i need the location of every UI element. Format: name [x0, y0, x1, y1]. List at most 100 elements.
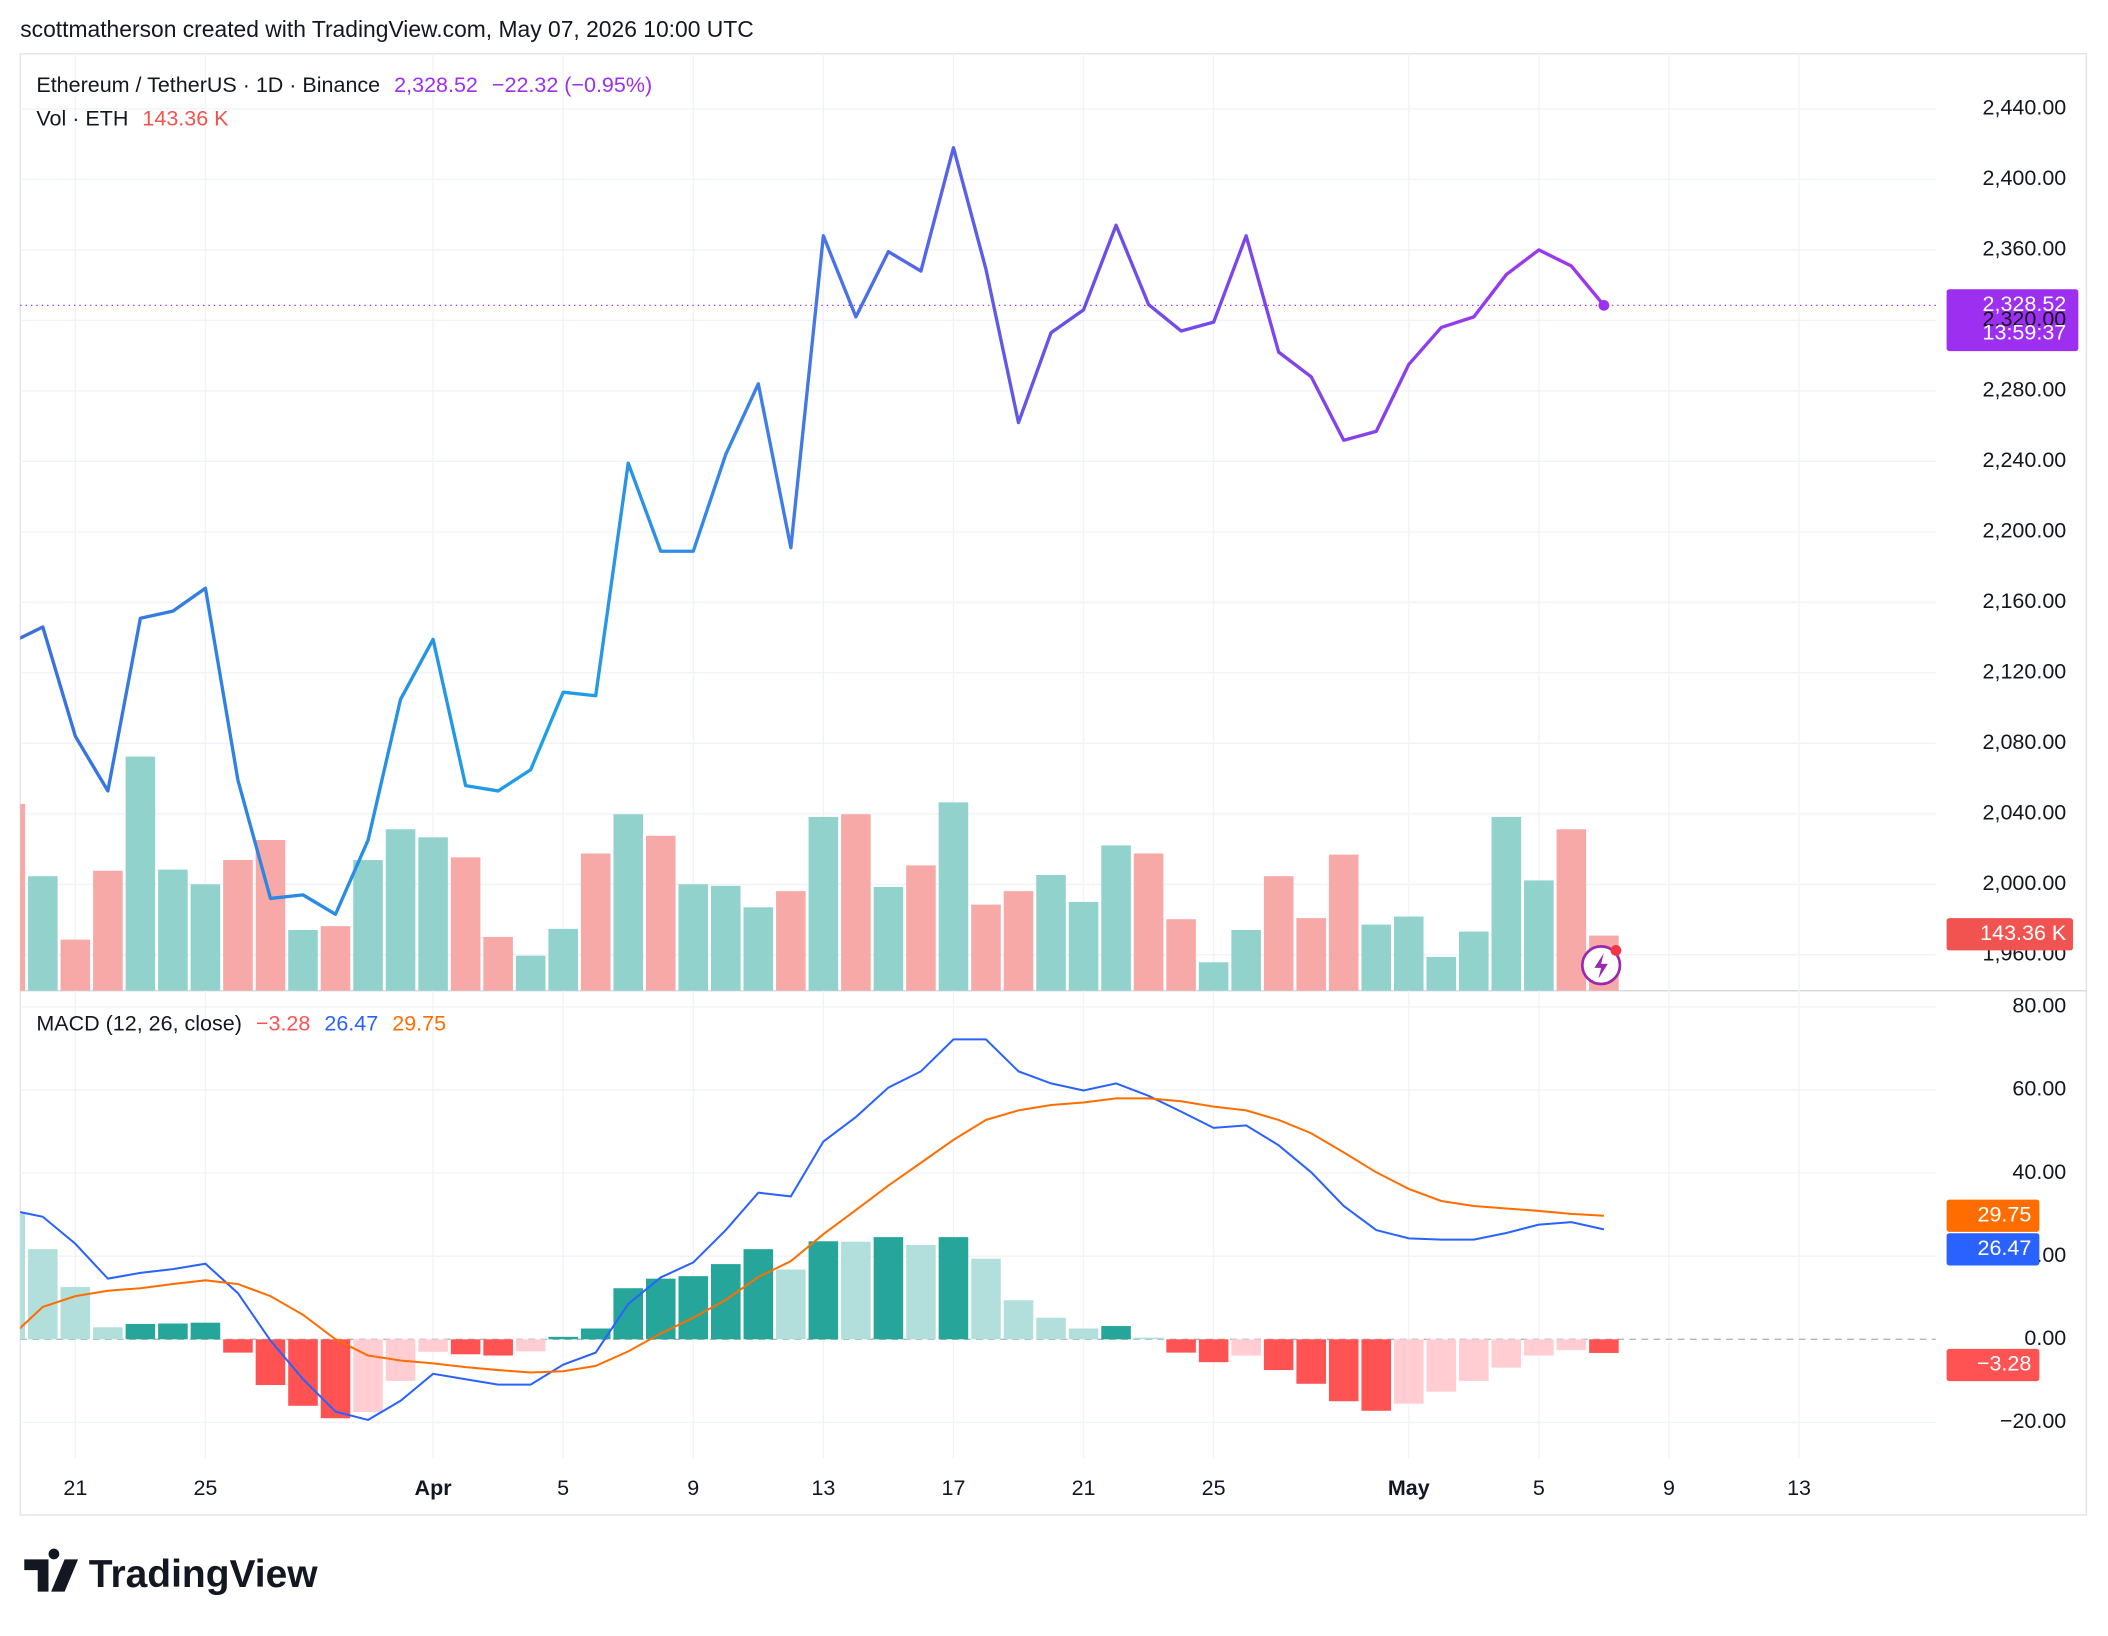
histogram-bar	[1296, 1339, 1326, 1384]
volume-bar	[93, 870, 123, 991]
histogram-bar	[1133, 1337, 1164, 1340]
histogram	[20, 1212, 1619, 1419]
histogram-bar	[1198, 1339, 1229, 1363]
last-price: 2,328.52	[394, 73, 478, 97]
price-legend: Ethereum / TetherUS · 1D · Binance 2,328…	[36, 73, 652, 97]
alert-dot	[1610, 945, 1622, 956]
histogram-bar	[1426, 1339, 1457, 1392]
volume-legend: Vol · ETH 143.36 K	[36, 106, 229, 130]
hist-badge	[1946, 1348, 2040, 1382]
histogram-bar	[125, 1323, 156, 1340]
histogram-bar	[255, 1339, 286, 1386]
y-tick-label: 2,080.00	[1983, 730, 2067, 754]
histogram-bar	[1036, 1317, 1066, 1340]
histogram-bar	[1491, 1339, 1522, 1368]
volume-bar	[1068, 901, 1099, 991]
x-tick-label: 21	[63, 1476, 87, 1500]
volume-bar	[1133, 853, 1164, 991]
histogram-bar	[971, 1258, 1001, 1340]
volume-bar	[841, 814, 871, 991]
countdown: 13:59:37	[1983, 320, 2067, 344]
volume-bar	[288, 929, 318, 991]
volume-bar	[1426, 956, 1457, 991]
volume-bar	[711, 885, 741, 991]
hist-last: −3.28	[256, 1011, 310, 1035]
logo-mark	[24, 1548, 79, 1592]
volume-bar	[1296, 918, 1326, 991]
histogram-bar	[320, 1339, 351, 1419]
volume-bar	[353, 860, 383, 991]
volume-bar	[1198, 962, 1229, 991]
volume-bar	[1101, 845, 1131, 991]
y-tick-label: 2,160.00	[1983, 589, 2067, 613]
y-tick-label: 2,440.00	[1983, 96, 2067, 120]
volume-title: Vol · ETH	[36, 106, 128, 130]
volume-bar	[645, 835, 676, 991]
histogram-bar	[1556, 1339, 1587, 1351]
volume-bar	[548, 928, 578, 991]
brand: TradingView	[89, 1553, 319, 1596]
y-tick-label: 2,000.00	[1983, 871, 2067, 895]
y-tick-label: 2,360.00	[1983, 237, 2067, 261]
alert-bolt	[1594, 953, 1608, 979]
volume-bar	[678, 884, 709, 991]
volume-bar	[1263, 876, 1294, 991]
x-tick-label: 9	[1663, 1476, 1675, 1500]
volume-bar	[158, 869, 188, 991]
histogram-bar	[906, 1245, 936, 1340]
x-tick-label: 5	[557, 1476, 569, 1500]
histogram-bar	[1101, 1326, 1131, 1340]
logo: TradingView	[24, 1548, 319, 1596]
histogram-bar	[580, 1328, 611, 1340]
y-tick-label: 2,200.00	[1983, 519, 2067, 543]
histogram-bar	[1524, 1339, 1554, 1356]
macd-badge-label: 26.47	[1977, 1236, 2031, 1260]
volume-bar	[873, 886, 904, 991]
histogram-bar	[93, 1327, 123, 1340]
volume-bar	[971, 904, 1001, 991]
volume-bar	[1036, 875, 1066, 991]
y-tick-label: 80.00	[2012, 994, 2066, 1018]
credit: scottmatherson created with TradingView.…	[20, 16, 754, 42]
y-tick-label: 40.00	[2012, 1160, 2066, 1184]
volume-bar	[1459, 931, 1489, 991]
x-tick-label: 13	[811, 1476, 835, 1500]
histogram-bar	[548, 1336, 578, 1340]
volume-bar	[483, 936, 513, 991]
volume-bar	[385, 829, 416, 991]
histogram-bar	[1263, 1339, 1294, 1371]
alert-icon	[1580, 945, 1622, 986]
volume-bar	[743, 907, 774, 991]
volume-bar	[450, 857, 481, 991]
macd-line	[20, 1038, 1605, 1421]
y-tick-label: 2,400.00	[1983, 166, 2067, 190]
x-tick-label: 21	[1072, 1476, 1096, 1500]
grid	[20, 53, 1936, 1459]
volume-last: 143.36 K	[142, 106, 229, 130]
volume-bar	[60, 939, 91, 991]
y-tick-label: 2,320.00	[1983, 307, 2067, 331]
volume-bar	[1393, 916, 1424, 991]
x-tick-label: 25	[193, 1476, 217, 1500]
volume-badge-label: 143.36 K	[1980, 921, 2067, 945]
volume-bar	[515, 955, 546, 991]
volume-bar	[938, 802, 969, 991]
y-tick-label: 2,120.00	[1983, 660, 2067, 684]
last-point	[1598, 300, 1610, 311]
histogram-bar	[418, 1339, 448, 1352]
hist-badge-label: −3.28	[1977, 1352, 2031, 1376]
volume-bar	[1491, 816, 1522, 991]
macd-legend: MACD (12, 26, close) −3.28 26.47 29.75	[36, 1011, 446, 1035]
histogram-bar	[450, 1339, 481, 1355]
volume-bar	[1166, 919, 1196, 991]
histogram-bar	[1459, 1339, 1489, 1381]
x-tick-label: May	[1388, 1476, 1430, 1500]
x-tick-label: 17	[941, 1476, 965, 1500]
macd-badge	[1946, 1233, 2040, 1266]
price-badge-label: 2,328.52	[1983, 292, 2067, 316]
histogram-bar	[678, 1276, 709, 1340]
price-badge	[1946, 289, 2079, 352]
volume-bar	[190, 884, 221, 991]
change: −22.32 (−0.95%)	[492, 73, 652, 97]
